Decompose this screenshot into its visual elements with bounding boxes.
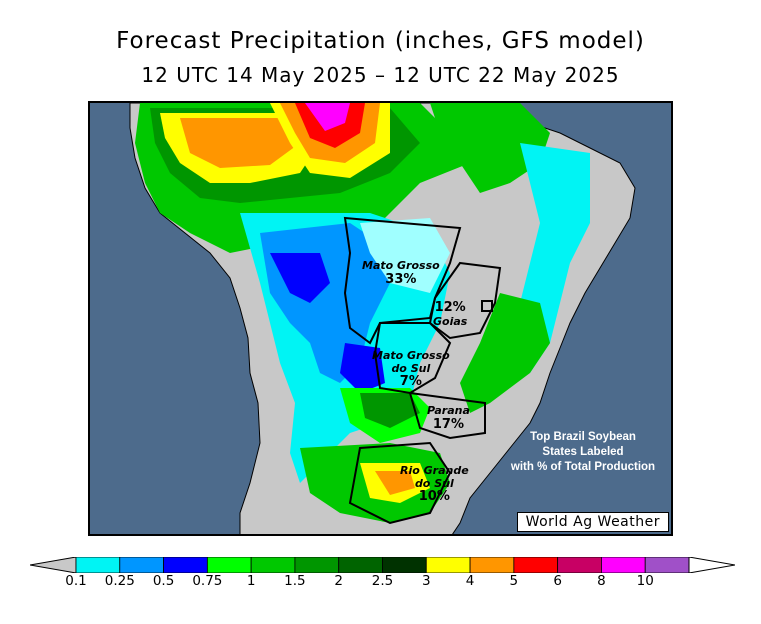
colorbar-bin bbox=[601, 557, 646, 573]
colorbar-bin bbox=[338, 557, 383, 573]
map-canvas bbox=[90, 103, 671, 534]
colorbar-bin bbox=[163, 557, 208, 573]
colorbar-bin bbox=[382, 557, 427, 573]
colorbar-tick-label: 2 bbox=[334, 573, 343, 589]
colorbar-bin bbox=[469, 557, 515, 573]
colorbar-bin bbox=[75, 557, 121, 573]
colorbar-tick-label: 0.25 bbox=[104, 573, 135, 589]
precip-field bbox=[135, 103, 590, 523]
map-subtitle: 12 UTC 14 May 2025 – 12 UTC 22 May 2025 bbox=[141, 63, 620, 87]
colorbar-tick-label: 8 bbox=[597, 573, 606, 589]
colorbar-tick-label: 5 bbox=[509, 573, 519, 589]
credit-label: World Ag Weather bbox=[516, 512, 669, 532]
note-line: Top Brazil Soybean bbox=[530, 431, 636, 443]
colorbar-bin bbox=[644, 557, 690, 573]
colorbar-tick-label: 10 bbox=[636, 573, 654, 589]
colorbar-tick-label: 1.5 bbox=[284, 573, 306, 589]
colorbar-over-triangle bbox=[688, 557, 735, 573]
colorbar-tick-label: 0.5 bbox=[152, 573, 175, 589]
map-title: Forecast Precipitation (inches, GFS mode… bbox=[116, 28, 645, 54]
colorbar-bin bbox=[513, 557, 559, 573]
note-line: States Labeled bbox=[542, 445, 624, 458]
state-label-mato-grosso: Mato Grosso 33% bbox=[362, 259, 440, 287]
state-label-parana: Parana 17% bbox=[427, 404, 470, 432]
state-label-mato-grosso-do-sul: Mato Grosso do Sul 7% bbox=[372, 349, 450, 390]
colorbar-tick-label: 4 bbox=[465, 573, 475, 589]
state-borders bbox=[343, 216, 502, 525]
colorbar-bin bbox=[119, 557, 164, 573]
note-line: with % of Total Production bbox=[510, 460, 656, 473]
colorbar-tick-label: 1 bbox=[246, 573, 256, 589]
colorbar-tick-label: 6 bbox=[553, 573, 562, 589]
precipitation-map: Mato Grosso 33% 12% Goias Mato Grosso do… bbox=[88, 101, 673, 536]
state-label-goias: 12% Goias bbox=[433, 300, 468, 328]
colorbar bbox=[30, 557, 735, 573]
annotation-note: Top Brazil Soybean States Labeled with %… bbox=[503, 430, 663, 475]
colorbar-bin bbox=[294, 557, 340, 573]
colorbar-tick-label: 0.75 bbox=[192, 573, 223, 589]
state-label-rio-grande-do-sul: Rio Grande do Sul 10% bbox=[400, 464, 469, 505]
colorbar-bin bbox=[206, 557, 252, 573]
colorbar-tick-label: 3 bbox=[421, 573, 431, 589]
colorbar-bin bbox=[557, 557, 602, 573]
colorbar-under-triangle bbox=[30, 557, 77, 573]
colorbar-bin bbox=[250, 557, 296, 573]
colorbar-bin bbox=[425, 557, 471, 573]
colorbar-tick-label: 0.1 bbox=[65, 573, 87, 589]
colorbar-tick-label: 2.5 bbox=[371, 573, 394, 589]
